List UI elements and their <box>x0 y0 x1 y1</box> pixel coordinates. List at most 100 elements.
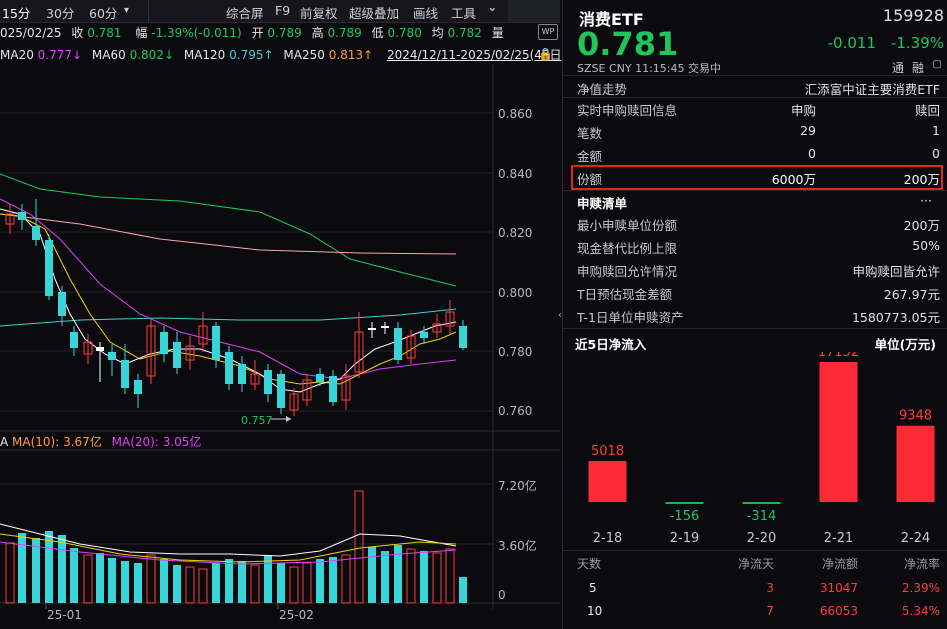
list-item-label: 申购赎回允许情况 <box>577 264 678 279</box>
list-item-label: T-1日单位申赎资产 <box>577 310 684 325</box>
stock-code: 159928 <box>882 6 944 25</box>
price-axis-label: 0.820 <box>498 226 533 240</box>
volume-header: A MA(10): 3.67亿 MA(20): 3.05亿 <box>0 433 201 450</box>
volume-bar <box>289 566 299 604</box>
price-axis-label: 0.780 <box>498 345 533 359</box>
period-30min-button[interactable]: 30分 <box>46 6 75 21</box>
lock-icon[interactable]: 🔒 <box>538 47 553 61</box>
candle <box>459 326 467 348</box>
realtime-row-sell: 1 <box>932 123 940 138</box>
nav-row[interactable]: 净值走势 汇添富中证主要消费ETF <box>563 76 947 98</box>
realtime-row-label: 金额 <box>577 149 603 164</box>
price-axis-label: 0.800 <box>498 286 533 300</box>
ma250-label: MA250 <box>283 48 325 62</box>
candle <box>70 332 78 348</box>
stock-name: 消费ETF <box>579 10 644 29</box>
summary-cell: 31047 <box>819 581 858 595</box>
volume-ma20: MA(20): 3.05亿 <box>111 435 202 449</box>
inflow-bar <box>742 502 781 504</box>
realtime-row-buy: 29 <box>800 123 816 138</box>
volume-bar <box>198 568 208 604</box>
realtime-row-label: 份额 <box>577 172 603 187</box>
panel-splitter-handle[interactable]: ‹ <box>558 310 562 321</box>
candle <box>316 374 324 382</box>
realtime-title: 实时申购赎回信息 <box>577 103 678 118</box>
ma-row: MA20 0.777↓ MA60 0.802↓ MA120 0.795↑ MA2… <box>0 46 566 63</box>
candle <box>58 292 66 316</box>
volume-bar <box>108 558 116 603</box>
change-value: -1.39%(-0.011) <box>151 26 242 40</box>
trade-status: 交易中 <box>688 62 721 75</box>
inflow-bar-chart: 5018 2-18 -156 2-19 -314 2-20 17152 2-21 9348 2-2… <box>588 352 935 546</box>
col-buy-label: 申购 <box>790 103 816 118</box>
candle <box>432 323 442 333</box>
candle <box>45 240 53 296</box>
volume-bar <box>394 545 402 603</box>
currency: CNY <box>608 62 632 75</box>
inflow-title: 近5日净流入 <box>575 337 647 352</box>
volume-bar <box>420 551 428 603</box>
volume-axis-label: 0 <box>498 588 506 602</box>
price-axis-label: 0.840 <box>498 167 533 181</box>
inflow-category-label: 2-24 <box>901 531 931 546</box>
realtime-row-buy: 6000万 <box>771 172 816 187</box>
volume-bar <box>173 565 181 603</box>
expand-icon[interactable]: ▢ <box>932 59 942 70</box>
candle <box>18 212 26 220</box>
ma120-label: MA120 <box>183 48 226 62</box>
draw-line-button[interactable]: 画线 <box>413 6 439 21</box>
list-item-value: 200万 <box>903 218 940 233</box>
date-range[interactable]: 2024/12/11-2025/02/25(48日) <box>386 48 567 62</box>
realtime-row: 金额 0 0 <box>563 143 947 165</box>
summary-cell: 3 <box>766 581 774 595</box>
inflow-value-label: 17152 <box>818 352 859 360</box>
wp-icon[interactable]: WP <box>538 24 558 40</box>
volume-bar <box>459 577 467 603</box>
open-label: 开 <box>251 26 264 40</box>
quote-date: 025/02/25 <box>0 26 62 40</box>
date-axis-label: 25-01 <box>47 608 82 622</box>
volume-axis-label: 7.20亿 <box>498 479 537 493</box>
summary-cell: 5 <box>589 581 597 595</box>
candle <box>212 326 220 360</box>
f9-button[interactable]: F9 <box>275 3 291 18</box>
nav-label: 净值走势 <box>577 82 628 97</box>
period-dropdown-icon[interactable]: ▾ <box>124 5 130 16</box>
collapse-chevron-icon[interactable]: ⌄ <box>487 0 498 14</box>
candle <box>108 352 116 360</box>
candle <box>173 342 181 368</box>
candle <box>302 379 312 401</box>
volume-bar <box>329 557 337 603</box>
list-title: 申赎清单 <box>577 196 628 211</box>
candle <box>32 226 40 240</box>
period-15min-button[interactable]: 15分 <box>2 6 31 21</box>
inflow-value-label: -314 <box>747 509 777 524</box>
price-axis-label: 0.860 <box>498 107 533 121</box>
composite-screen-button[interactable]: 综合屏 <box>226 6 264 21</box>
period-60min-button[interactable]: 60分 <box>89 6 118 21</box>
kline-chart[interactable]: 0.757 <box>0 64 560 629</box>
volume-bar <box>58 535 66 603</box>
volume-bar <box>264 555 272 603</box>
low-label: 低 <box>371 26 384 40</box>
volume-bar <box>45 531 53 603</box>
close-label: 收 <box>71 26 84 40</box>
tools-button[interactable]: 工具 <box>451 6 477 21</box>
volume-axis-label: 3.60亿 <box>498 539 537 553</box>
volume-label: 量 <box>491 26 504 40</box>
forward-adjust-button[interactable]: 前复权 <box>300 6 338 21</box>
list-header-row[interactable]: 申赎清单 ··· <box>563 190 947 212</box>
open-value: 0.789 <box>267 26 302 40</box>
volume-bar <box>432 552 442 604</box>
candle <box>5 213 15 225</box>
more-icon[interactable]: ··· <box>920 193 932 208</box>
inflow-category-label: 2-21 <box>824 531 854 546</box>
volume-bar <box>250 564 260 604</box>
inflow-value-label: 9348 <box>899 409 932 424</box>
volume-ma10: MA(10): 3.67亿 <box>12 435 102 449</box>
avg-label: 均 <box>431 26 444 40</box>
super-overlay-button[interactable]: 超级叠加 <box>349 6 400 21</box>
inflow-category-label: 2-20 <box>747 531 777 546</box>
low-value: 0.780 <box>387 26 422 40</box>
volume-prefix: A <box>0 435 9 449</box>
